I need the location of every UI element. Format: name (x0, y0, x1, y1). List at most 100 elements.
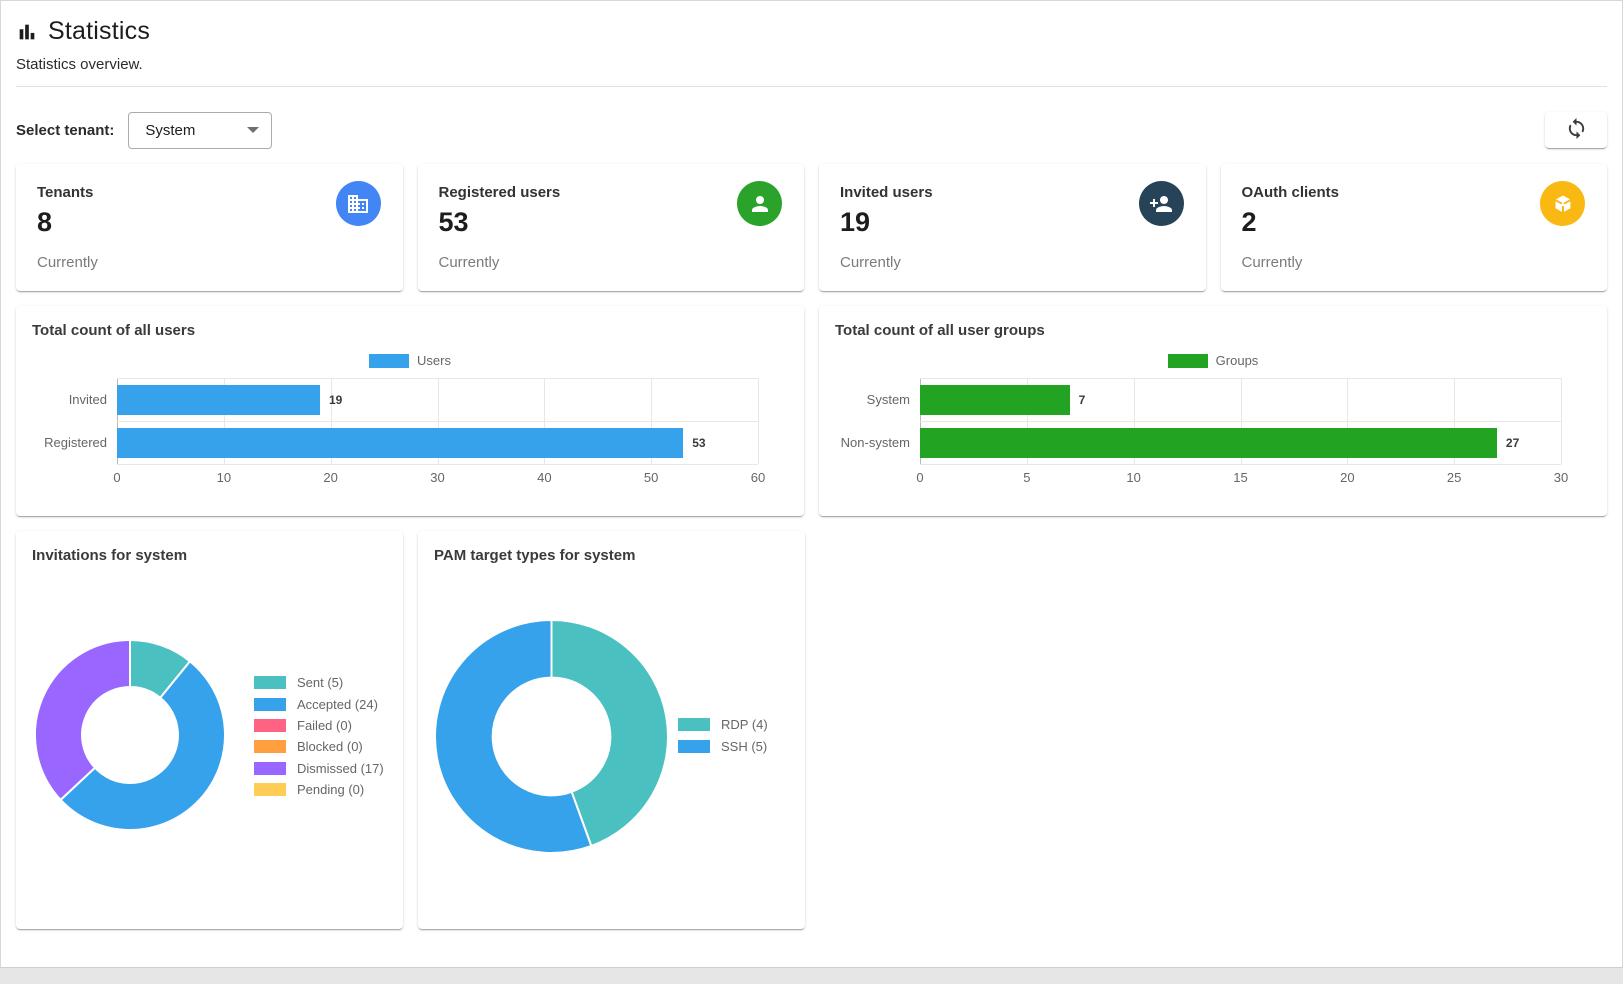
stat-caption: Currently (1241, 254, 1303, 271)
bar-row: System 7 (867, 378, 1561, 421)
donut-chart (434, 619, 669, 854)
category-label: Non-system (840, 435, 910, 450)
stat-card-invited-users: Invited users 19 Currently (819, 164, 1206, 291)
stat-caption: Currently (37, 254, 98, 271)
stat-value: 2 (1241, 207, 1257, 237)
x-tick-label: 40 (537, 470, 552, 485)
legend-label: RDP (4) (721, 717, 768, 733)
x-tick-label: 0 (113, 470, 121, 485)
person-add-icon (1138, 181, 1184, 226)
legend-item[interactable]: SSH (5) (678, 735, 768, 756)
bar: 27 (920, 427, 1519, 458)
bar-row: Non-system 27 (841, 421, 1561, 464)
tenant-select-value: System (145, 121, 196, 139)
donut-segment-ssh (434, 619, 593, 854)
stat-label: OAuth clients (1241, 184, 1340, 201)
stat-caption: Currently (840, 254, 901, 271)
bar: 53 (117, 427, 706, 458)
legend-label: Groups (1215, 353, 1259, 368)
stat-value: 53 (438, 207, 469, 237)
page-subtitle: Statistics overview. (16, 56, 143, 73)
bar: 19 (117, 384, 342, 415)
donut-legend: RDP (4) SSH (5) (678, 714, 768, 757)
legend-label: Dismissed (17) (297, 760, 384, 776)
bar-row: Registered 53 (44, 421, 758, 464)
stat-label: Registered users (438, 184, 561, 201)
stat-label: Tenants (37, 184, 94, 201)
x-tick-label: 20 (323, 470, 338, 485)
toolbar: Select tenant: System (16, 111, 1607, 149)
legend-item[interactable]: RDP (4) (678, 714, 768, 735)
donut-segment-accepted (59, 659, 226, 831)
legend-swatch (678, 718, 710, 732)
legend-swatch (254, 740, 286, 754)
legend-swatch (254, 783, 286, 797)
x-tick-label: 15 (1233, 470, 1248, 485)
legend-item[interactable]: Pending (0) (254, 779, 384, 800)
legend-item[interactable]: Sent (5) (254, 672, 384, 693)
legend-label: Users (417, 353, 451, 368)
legend-swatch (254, 761, 286, 775)
building-icon (335, 181, 381, 226)
legend-label: Failed (0) (297, 717, 352, 733)
category-label: System (866, 392, 910, 407)
chart-title: Invitations for system (32, 547, 188, 564)
x-tick-label: 5 (1023, 470, 1031, 485)
bar-charts-row: Total count of all users Users Invited 19… (16, 306, 1607, 516)
donut-chart (34, 639, 226, 831)
x-tick-label: 20 (1340, 470, 1355, 485)
stat-caption: Currently (438, 254, 500, 271)
stat-value: 8 (37, 207, 53, 237)
x-axis: 0 10 20 30 40 50 60 (113, 464, 765, 488)
chart-card-pam-target-types: PAM target types for system RDP (4) SSH (… (418, 531, 805, 929)
legend-item[interactable]: Accepted (24) (254, 693, 384, 714)
bar-value-label: 53 (692, 435, 706, 450)
token-icon (1540, 181, 1585, 226)
legend-swatch (369, 353, 410, 368)
sync-icon (1565, 117, 1588, 143)
page-header: Statistics Statistics overview. (16, 1, 1607, 87)
bar-row: Invited 19 (69, 378, 758, 421)
gridlines (920, 378, 1562, 465)
bar-value-label: 19 (328, 392, 343, 407)
legend-item[interactable]: Failed (0) (254, 715, 384, 736)
stat-card-tenants: Tenants 8 Currently (16, 164, 403, 291)
stat-value: 19 (840, 207, 871, 237)
legend-item[interactable]: Blocked (0) (254, 736, 384, 757)
tenant-select[interactable]: System (128, 111, 273, 149)
x-tick-label: 60 (750, 470, 766, 485)
legend-swatch (254, 676, 286, 690)
gridlines (117, 378, 759, 465)
bar-chart-icon (16, 21, 38, 43)
bar: 7 (920, 384, 1085, 415)
legend-swatch (254, 697, 286, 711)
page-title: Statistics (48, 17, 151, 45)
legend-item[interactable]: Dismissed (17) (254, 758, 384, 779)
category-label: Invited (68, 392, 107, 407)
donut-segment-dismissed (34, 639, 131, 802)
person-icon (737, 181, 782, 226)
legend-label: Sent (5) (297, 675, 344, 691)
x-axis: 0 5 10 15 20 25 30 (916, 464, 1568, 488)
stat-label: Invited users (840, 184, 933, 201)
refresh-button[interactable] (1545, 112, 1607, 148)
chart-card-users: Total count of all users Users Invited 19… (16, 306, 804, 516)
bar-value-label: 7 (1078, 392, 1086, 407)
x-tick-label: 30 (1553, 470, 1569, 485)
legend-swatch (254, 718, 286, 732)
chevron-down-icon (247, 127, 260, 133)
chart-title: Total count of all users (32, 322, 196, 339)
donut-charts-row: Invitations for system Sent (5) Accepted … (16, 531, 1607, 929)
x-tick-label: 30 (430, 470, 445, 485)
donut-legend: Sent (5) Accepted (24) Failed (0) Blocked (… (254, 672, 384, 800)
chart-title: PAM target types for system (434, 547, 636, 564)
x-tick-label: 10 (216, 470, 232, 485)
divider (16, 86, 1607, 87)
chart-legend[interactable]: Groups (835, 353, 1591, 368)
chart-legend[interactable]: Users (32, 353, 788, 368)
legend-label: Blocked (0) (297, 739, 363, 755)
x-tick-label: 25 (1446, 470, 1462, 485)
x-tick-label: 50 (643, 470, 659, 485)
x-tick-label: 0 (916, 470, 924, 485)
stat-card-registered-users: Registered users 53 Currently (417, 164, 804, 291)
